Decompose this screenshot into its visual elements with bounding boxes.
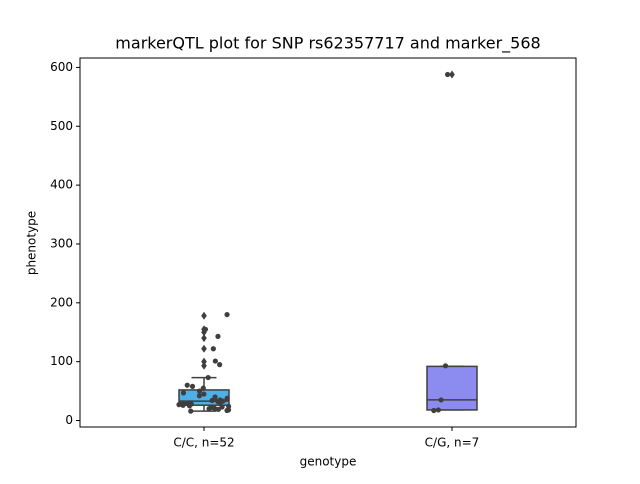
x-tick-label: C/C, n=52 (173, 436, 234, 450)
point (206, 406, 212, 412)
y-tick-label: 600 (50, 60, 73, 74)
point (202, 326, 209, 332)
y-tick-label: 100 (50, 354, 73, 368)
point (201, 391, 207, 397)
outlier (201, 357, 207, 366)
outlier (201, 361, 207, 370)
point (184, 382, 190, 388)
x-axis-label: genotype (300, 455, 357, 469)
point (200, 385, 206, 391)
x-tick-label: C/G, n=7 (425, 436, 480, 450)
point (210, 346, 216, 352)
point (176, 402, 182, 408)
point (442, 363, 449, 369)
y-tick-label: 500 (50, 119, 73, 133)
point (212, 358, 218, 364)
y-tick-label: 400 (50, 178, 73, 192)
point (196, 393, 203, 399)
point (224, 311, 230, 318)
point (196, 388, 203, 394)
point (438, 397, 444, 403)
outlier (449, 70, 455, 79)
point (188, 408, 194, 414)
point (444, 71, 451, 78)
outlier (201, 344, 207, 353)
outlier (201, 311, 207, 320)
point (435, 407, 441, 413)
point (211, 405, 218, 411)
y-tick-label: 0 (65, 413, 73, 427)
y-tick-label: 200 (50, 295, 73, 309)
point (205, 374, 211, 381)
box (426, 365, 478, 411)
y-axis-label: phenotype (25, 211, 39, 275)
point (217, 362, 223, 368)
point (180, 390, 187, 396)
plot-frame (79, 57, 577, 428)
point (217, 399, 224, 405)
point (219, 404, 225, 410)
point (224, 407, 230, 414)
point (224, 395, 230, 401)
chart-title: markerQTL plot for SNP rs62357717 and ma… (115, 34, 540, 54)
point (209, 397, 215, 404)
y-tick-label: 300 (50, 236, 73, 250)
point (180, 402, 186, 408)
point (431, 407, 437, 414)
point (215, 406, 221, 412)
point (186, 403, 193, 409)
outlier (201, 334, 207, 343)
point (189, 383, 196, 389)
point (215, 333, 221, 339)
